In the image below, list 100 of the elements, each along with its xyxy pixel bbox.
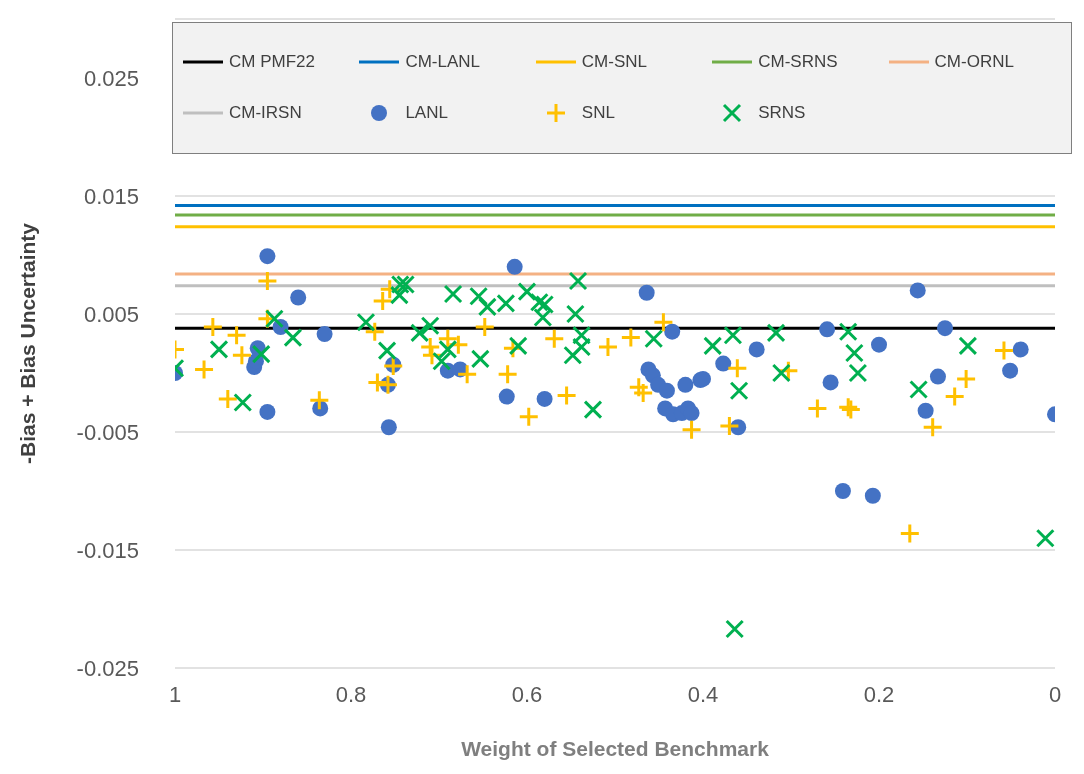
point <box>432 351 452 371</box>
point <box>834 483 851 499</box>
point <box>380 419 397 436</box>
point <box>993 340 1015 362</box>
point <box>638 284 655 301</box>
point <box>652 311 674 333</box>
point <box>929 368 946 385</box>
point <box>364 321 386 343</box>
point <box>572 325 592 345</box>
point <box>909 380 929 400</box>
point <box>543 328 565 350</box>
point <box>922 416 944 438</box>
point <box>264 309 284 329</box>
point <box>420 316 440 336</box>
point <box>1002 362 1019 379</box>
point <box>955 368 977 390</box>
point <box>517 282 537 302</box>
point <box>226 324 248 346</box>
point <box>1012 341 1029 358</box>
point <box>909 282 926 299</box>
point <box>718 415 740 437</box>
point <box>474 316 496 338</box>
point <box>563 345 583 365</box>
x-axis-title: Weight of Selected Benchmark <box>461 737 770 760</box>
point <box>819 321 836 338</box>
x-tick-label: 0 <box>1048 681 1062 707</box>
point <box>822 374 839 391</box>
legend-label: CM-LANL <box>405 52 481 73</box>
point <box>597 336 619 358</box>
point <box>372 290 394 312</box>
y-tick-label: -0.025 <box>76 655 139 681</box>
point <box>871 336 887 353</box>
x-tick-label: 1 <box>168 681 182 707</box>
y-axis-title: -Bias + Bias Uncertainty <box>16 222 40 465</box>
point <box>470 349 490 369</box>
point <box>572 337 592 357</box>
legend-label: CM-IRSN <box>229 102 302 123</box>
point <box>283 328 303 348</box>
point <box>748 341 765 358</box>
y-tick-label: -0.005 <box>76 419 139 445</box>
point <box>202 316 224 338</box>
point <box>410 323 430 343</box>
point <box>259 403 276 420</box>
x-tick-label: 0.8 <box>335 681 367 707</box>
legend-label: CM-ORNL <box>934 52 1014 73</box>
point <box>899 522 921 544</box>
point <box>620 327 642 349</box>
point <box>723 325 743 345</box>
point <box>944 386 966 408</box>
point <box>644 329 664 349</box>
point <box>565 304 585 324</box>
x-tick-label: 0.4 <box>687 681 719 707</box>
point <box>209 339 229 359</box>
point <box>251 344 271 364</box>
point <box>703 336 723 356</box>
point <box>568 271 588 291</box>
y-tick-label: -0.015 <box>76 537 139 563</box>
y-tick-label: 0.015 <box>83 183 139 209</box>
point <box>259 248 276 265</box>
point <box>366 371 388 393</box>
point <box>536 390 553 407</box>
legend-label: CM PMF22 <box>229 52 315 73</box>
legend-label: SRNS <box>758 102 806 123</box>
legend-label: CM-SNL <box>581 52 647 73</box>
point <box>725 619 745 639</box>
point <box>556 384 578 406</box>
point <box>356 312 376 332</box>
point <box>396 275 416 294</box>
point <box>677 376 694 393</box>
point <box>864 487 881 504</box>
point <box>469 286 489 306</box>
point <box>632 382 654 404</box>
point <box>308 389 330 411</box>
point <box>844 343 864 363</box>
point <box>917 402 934 419</box>
x-tick-label: 0.2 <box>863 681 895 707</box>
legend-label: SNL <box>581 102 615 123</box>
point <box>506 258 523 275</box>
point <box>193 358 215 380</box>
x-tick-label: 0.6 <box>511 681 543 707</box>
point <box>529 292 549 312</box>
point <box>771 363 791 383</box>
point <box>658 382 675 399</box>
point <box>806 397 828 419</box>
point <box>664 323 681 340</box>
point <box>1035 528 1055 548</box>
point <box>533 308 553 328</box>
point <box>498 388 515 405</box>
point <box>766 323 786 343</box>
y-tick-label: 0.005 <box>83 301 139 327</box>
point <box>290 289 307 306</box>
point <box>377 341 397 361</box>
point <box>508 336 528 356</box>
point <box>443 284 463 304</box>
point <box>389 285 409 305</box>
point <box>233 393 253 412</box>
point <box>937 320 953 337</box>
point <box>518 406 540 428</box>
point <box>583 400 603 420</box>
point <box>535 295 555 315</box>
